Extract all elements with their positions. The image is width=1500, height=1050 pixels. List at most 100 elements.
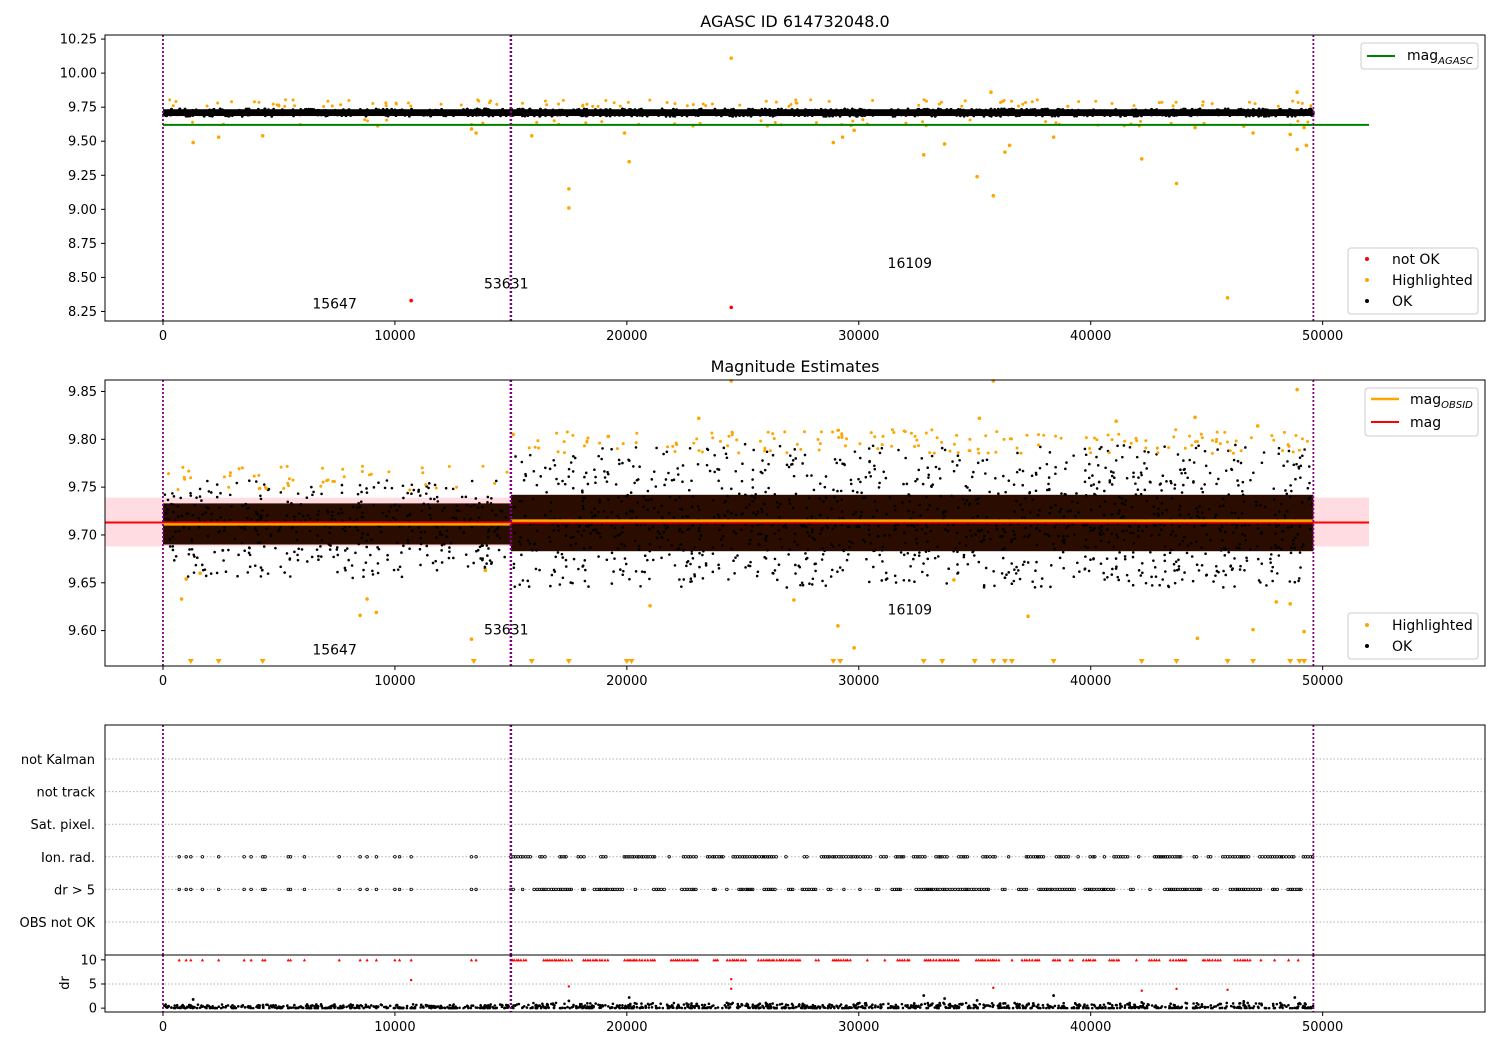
ok-point [1113,502,1117,506]
flag-point [1057,855,1061,859]
ok-point [811,577,815,581]
highlighted-point [1106,433,1110,437]
ok-point [385,479,389,482]
ok-point [385,107,389,111]
highlighted-point [955,433,959,437]
ok-point [649,109,653,113]
ok-point [1089,508,1093,512]
ok-point [1063,492,1067,496]
flag-point [558,887,563,892]
ok-point [513,110,517,114]
ok-point [1239,564,1242,568]
ok-point [326,509,329,512]
ok-point [1149,481,1152,484]
ok-point [470,479,474,483]
ok-point [1279,107,1282,111]
ok-point [715,109,719,113]
ok-point [1178,513,1182,517]
highlighted-point [627,159,631,164]
ok-point [868,108,872,112]
ok-point [194,563,198,567]
ok-point [1173,483,1177,487]
ok-point [612,570,615,573]
ok-dr-point [1007,1006,1011,1010]
ok-point [1251,114,1255,118]
ok-point [1213,110,1216,114]
highlighted-point [909,431,913,435]
ok-point [1183,107,1186,111]
ok-point [307,112,311,116]
ok-point [741,512,745,515]
ok-point [915,542,919,545]
ok-point [195,556,199,560]
ok-point [1198,504,1201,508]
ok-point [782,525,785,528]
highlighted-point [1193,125,1197,130]
ok-point [914,537,918,541]
ok-point [634,570,638,573]
ok-point [1038,109,1042,113]
ok-dr-point [268,1006,271,1010]
ok-point [310,485,313,489]
ok-point [867,447,871,450]
ok-point [569,536,573,539]
flag-point [1292,855,1296,859]
flag-point [1024,855,1029,859]
flag-point [961,855,966,859]
ok-point [1152,109,1156,112]
ok-point [1161,113,1164,117]
ok-point [556,524,560,528]
ok-point [259,497,263,501]
highlighted-point [252,100,256,104]
highlighted-point [1171,104,1175,108]
ok-point [732,530,736,533]
ok-point [1226,107,1230,111]
ok-point [717,566,721,570]
ok-point [512,562,516,566]
ok-point [1283,514,1287,517]
ok-point [503,555,506,559]
flag-point [1173,855,1177,859]
ok-point [720,487,724,490]
ok-point [645,111,649,115]
ok-point [760,107,764,111]
ok-point [1109,470,1113,473]
ok-point [980,528,984,532]
ok-point [792,114,796,117]
ok-point [248,546,251,550]
flag-point [897,887,901,892]
ok-point [777,110,781,114]
ok-point [579,516,582,520]
ok-dr-point [313,1006,316,1010]
out-of-range-marker [990,659,997,664]
ok-point [292,109,296,113]
ok-point [820,558,824,561]
out-of-range-marker [1173,659,1180,664]
flag-point [644,855,648,859]
highlighted-point [1110,101,1114,105]
ok-point [998,108,1002,112]
ok-point [389,505,393,509]
ok-point [1018,468,1022,471]
ok-dr-point [1016,1002,1019,1006]
ok-point [859,480,862,484]
ok-point [965,535,968,539]
flag-point [579,855,583,859]
ok-point [453,109,457,113]
ok-point [183,107,187,111]
ok-point [476,506,480,509]
ok-point [956,563,959,566]
highlighted-point [227,485,231,489]
ok-point [405,111,408,115]
ok-point [687,488,691,492]
highlighted-point [1276,104,1280,108]
ok-point [311,110,315,114]
ok-point [1144,581,1148,585]
ok-point [897,448,900,452]
highlighted-point [1042,433,1046,437]
ok-point [678,111,682,114]
ok-point [1290,114,1294,118]
ok-point [1203,523,1207,526]
ok-point [1255,544,1259,548]
ok-point [781,112,785,116]
